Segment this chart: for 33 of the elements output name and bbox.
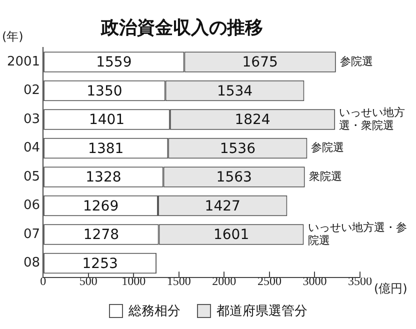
annotation: いっせい地方選・参院選: [308, 220, 407, 247]
data-label: 1253: [82, 256, 118, 272]
y-tick-label: 04: [24, 140, 40, 156]
annotation: 参院選: [340, 54, 373, 68]
data-label: 1559: [96, 54, 132, 71]
x-axis-title: (億円): [374, 282, 408, 296]
annotation: 衆院選: [308, 170, 342, 183]
data-label: 1534: [216, 83, 253, 100]
y-tick-label: 06: [24, 198, 40, 214]
data-label: 1350: [86, 83, 122, 100]
annotation: 参院選: [311, 141, 344, 154]
data-label: 1427: [204, 198, 240, 214]
y-tick-label: 02: [24, 83, 40, 98]
data-label: 1381: [88, 140, 124, 157]
y-tick-label: 08: [24, 256, 40, 271]
y-tick-label: 07: [24, 226, 40, 242]
data-label: 1536: [220, 140, 256, 157]
data-label: 1278: [83, 227, 120, 244]
data-label: 1269: [82, 198, 119, 214]
data-label: 1675: [242, 54, 278, 71]
y-tick-label: 2001: [6, 54, 40, 70]
data-label: 1601: [213, 227, 250, 244]
text: 総務相分: [128, 303, 180, 320]
y-axis-title: (年): [2, 30, 24, 44]
data-label: 1563: [216, 170, 252, 186]
legend-label: 都道府県選管分: [216, 303, 308, 320]
y-tick-label: 05: [24, 169, 40, 184]
data-label: 1328: [86, 170, 122, 186]
data-label: 1401: [88, 112, 125, 128]
annotation: いっせい地方選・衆院選: [339, 106, 406, 132]
data-label: 1824: [234, 112, 270, 128]
y-tick-label: 03: [24, 112, 40, 127]
chart-title: 政治資金収入の推移: [100, 17, 263, 38]
